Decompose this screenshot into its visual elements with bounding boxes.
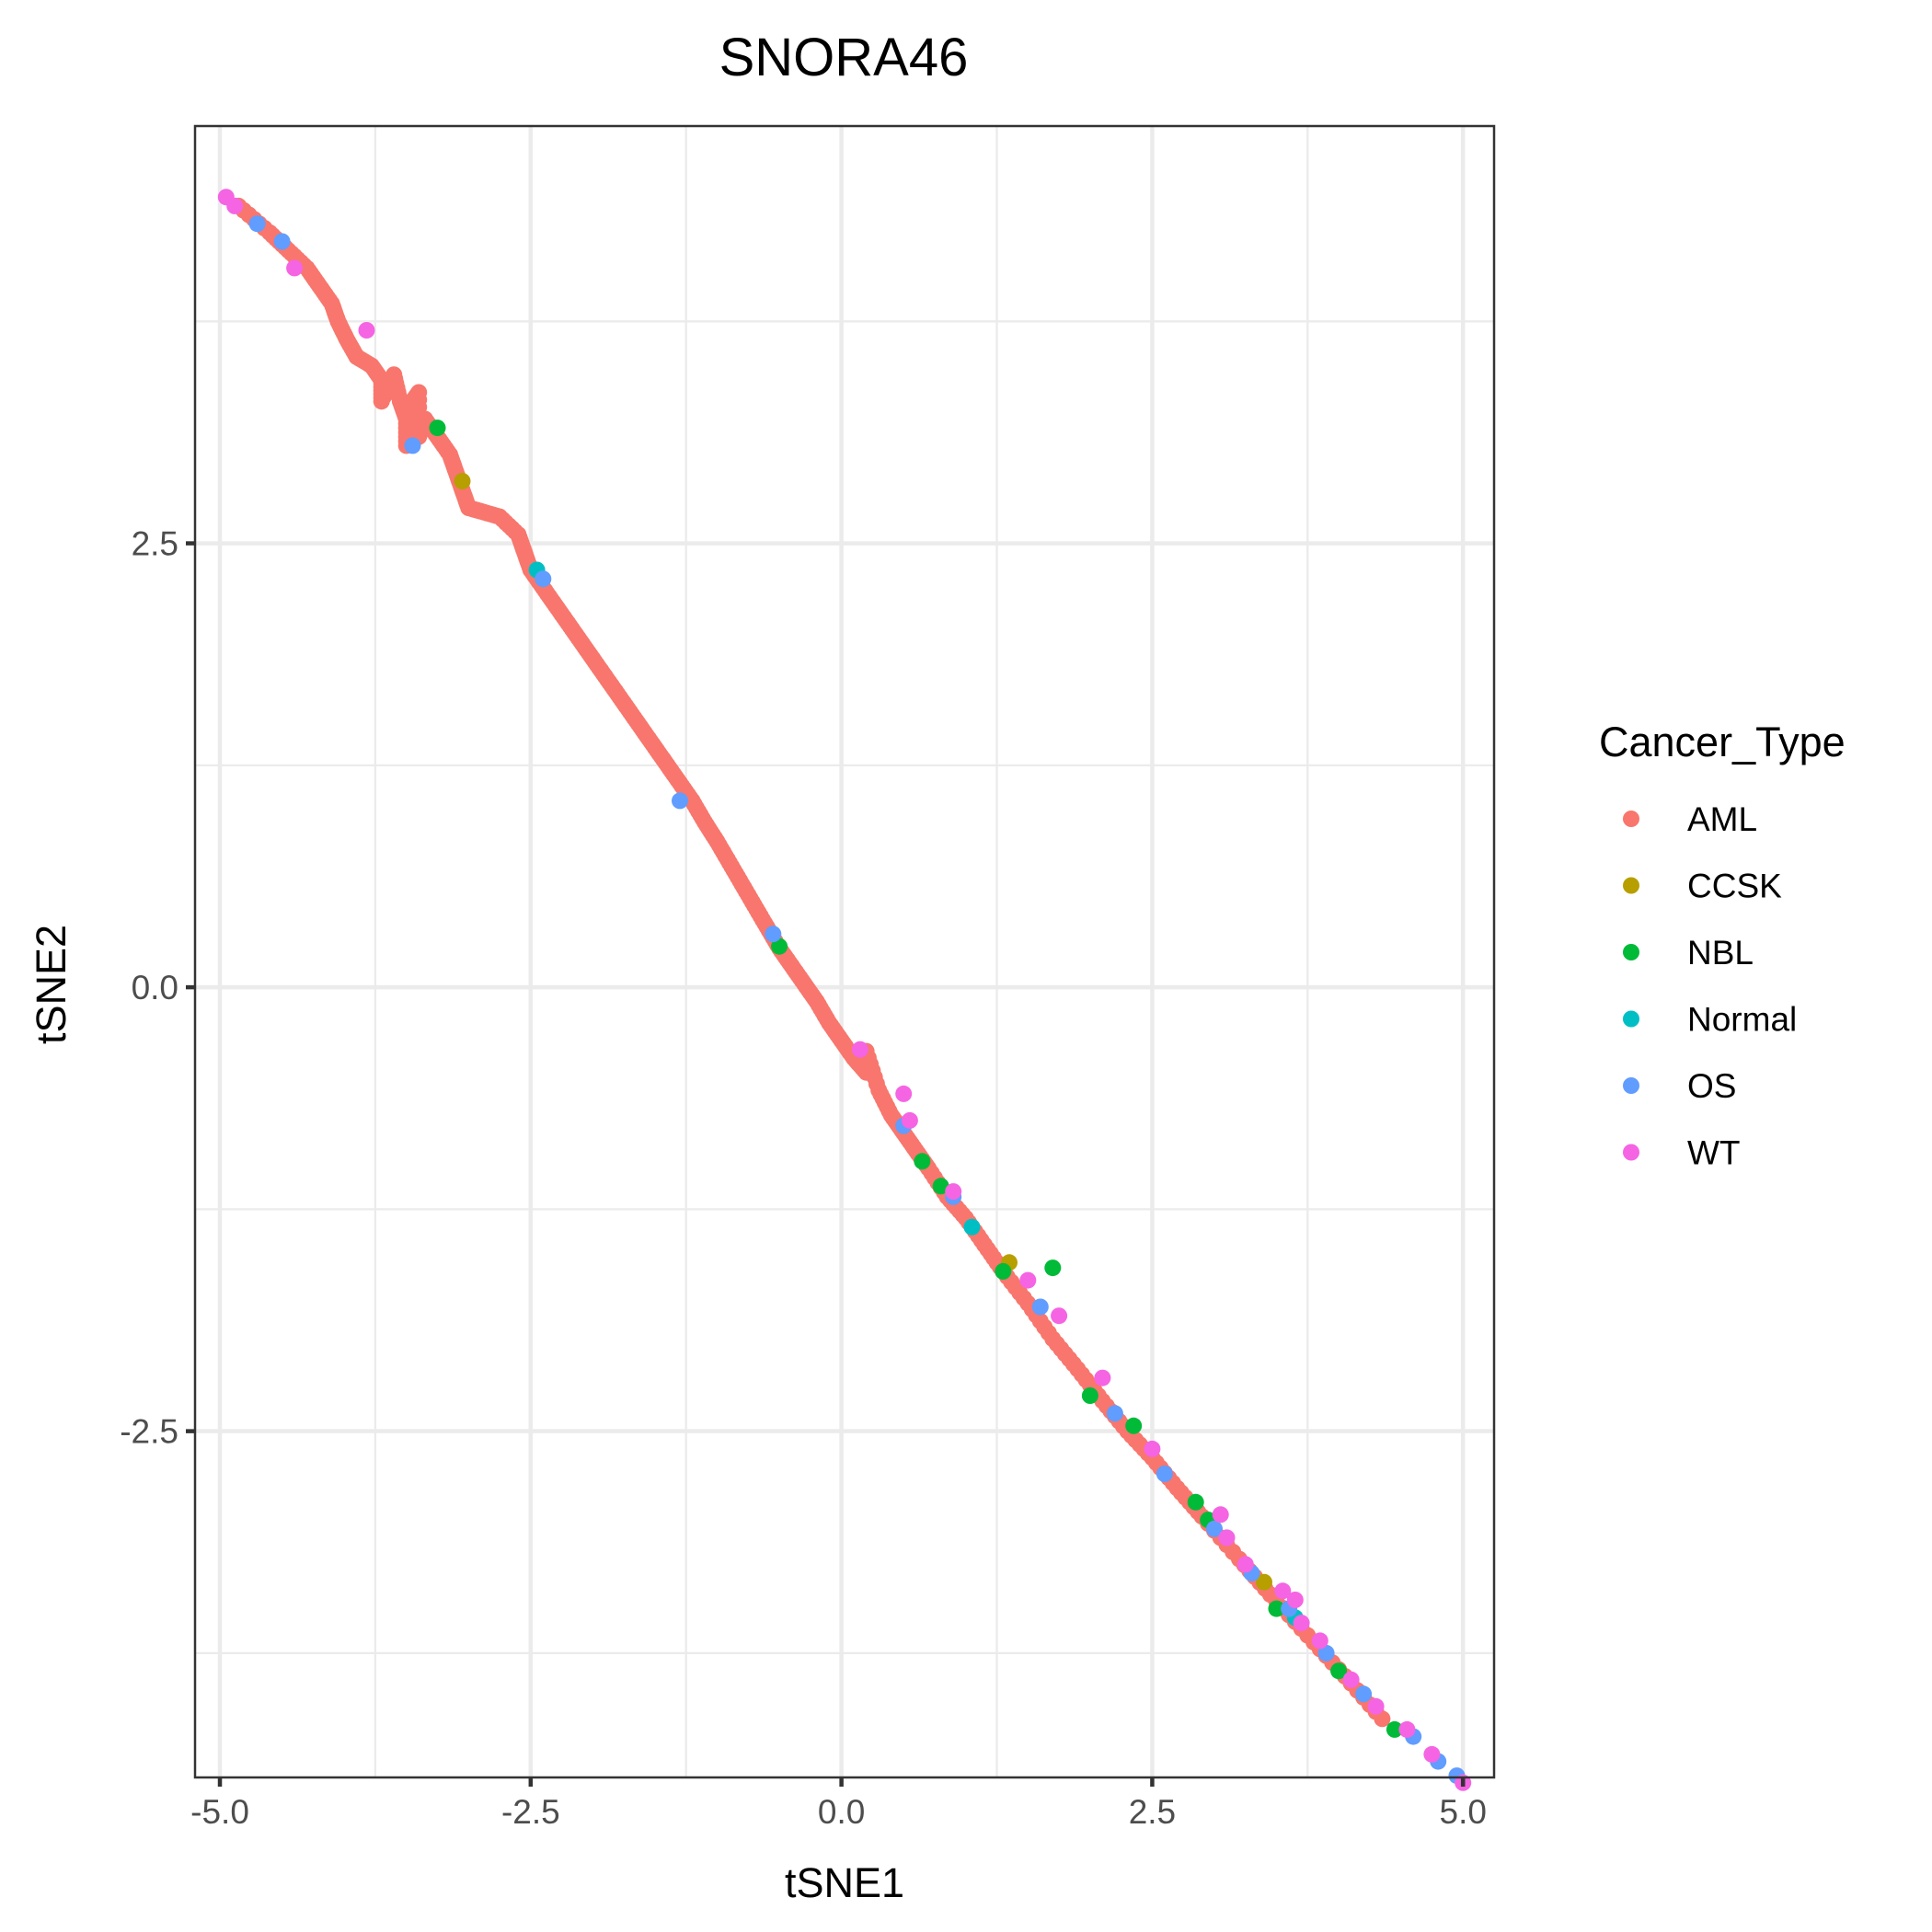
- x-tick-label: 2.5: [1129, 1793, 1176, 1831]
- series-wt: [217, 189, 1472, 1791]
- legend-item-ccsk: CCSK: [1623, 868, 1782, 905]
- chart-title: SNORA46: [719, 28, 969, 87]
- x-axis-title: tSNE1: [785, 1859, 904, 1906]
- data-point: [901, 1111, 918, 1129]
- data-point: [1156, 1466, 1173, 1482]
- y-tick-label: -2.5: [120, 1413, 178, 1451]
- legend-label: Normal: [1687, 1001, 1797, 1039]
- x-axis: -5.0 -2.5 0.0 2.5 5.0: [190, 1777, 1487, 1831]
- legend-item-os: OS: [1623, 1067, 1736, 1105]
- data-point: [226, 197, 244, 214]
- plot-panel: [193, 124, 1496, 1791]
- data-point: [1286, 1592, 1304, 1608]
- data-point: [1212, 1506, 1229, 1524]
- data-point: [1293, 1615, 1310, 1632]
- data-point: [995, 1262, 1012, 1280]
- x-tick-label: 0.0: [818, 1793, 865, 1831]
- data-point: [1218, 1529, 1236, 1547]
- data-point: [914, 1153, 931, 1170]
- data-point: [1398, 1720, 1416, 1738]
- data-point: [1094, 1369, 1111, 1386]
- legend-label: NBL: [1687, 934, 1754, 972]
- data-point: [1051, 1307, 1068, 1325]
- data-point: [1044, 1259, 1062, 1277]
- data-point: [1311, 1632, 1328, 1650]
- data-point: [535, 570, 552, 588]
- data-point: [454, 473, 471, 489]
- data-point: [1423, 1745, 1441, 1763]
- data-point: [1106, 1405, 1123, 1422]
- data-point: [248, 215, 266, 233]
- legend-item-aml: AML: [1623, 800, 1757, 838]
- data-point: [1081, 1387, 1098, 1404]
- data-point: [1367, 1697, 1385, 1715]
- legend-label: AML: [1687, 800, 1757, 838]
- legend-label: CCSK: [1687, 868, 1782, 905]
- data-point: [1125, 1417, 1143, 1434]
- y-tick-label: 2.5: [132, 525, 178, 563]
- legend-key: [1623, 944, 1639, 960]
- legend-label: OS: [1687, 1067, 1736, 1105]
- data-point: [1317, 1644, 1335, 1662]
- y-axis: 2.5 0.0 -2.5: [120, 525, 195, 1451]
- data-point: [1330, 1662, 1348, 1680]
- legend-item-normal: Normal: [1623, 1001, 1797, 1039]
- data-point: [895, 1085, 913, 1102]
- grid-lines: [195, 126, 1494, 1777]
- legend-key: [1623, 877, 1639, 894]
- data-point: [286, 259, 304, 277]
- data-point: [1274, 1582, 1292, 1600]
- legend: Cancer_Type AML CCSK NBL Normal OS WT: [1599, 719, 1846, 1172]
- legend-key: [1623, 1010, 1639, 1028]
- data-point: [273, 233, 291, 250]
- data-point: [1268, 1600, 1285, 1617]
- data-point: [1144, 1440, 1161, 1457]
- data-point: [1256, 1573, 1272, 1591]
- data-point: [1355, 1685, 1373, 1703]
- data-point: [429, 420, 446, 437]
- legend-key: [1623, 1077, 1639, 1094]
- data-point: [1206, 1520, 1223, 1537]
- legend-key: [1623, 1144, 1639, 1161]
- data-point: [1386, 1720, 1403, 1738]
- x-tick-label: 5.0: [1440, 1793, 1487, 1831]
- data-point: [1236, 1556, 1254, 1573]
- data-point: [672, 792, 688, 810]
- legend-label: WT: [1687, 1134, 1741, 1172]
- data-point: [771, 937, 788, 955]
- data-point: [1031, 1298, 1049, 1316]
- data-point: [358, 322, 375, 339]
- data-point: [851, 1041, 868, 1058]
- points-layer: [217, 189, 1472, 1791]
- data-point: [963, 1218, 981, 1236]
- y-axis-title: tSNE2: [28, 925, 75, 1044]
- data-point: [945, 1183, 962, 1201]
- data-point: [1342, 1671, 1360, 1688]
- legend-items: AML CCSK NBL Normal OS WT: [1623, 800, 1797, 1172]
- legend-item-wt: WT: [1623, 1134, 1741, 1172]
- panel-border: [193, 124, 1496, 1779]
- data-point: [1019, 1271, 1037, 1289]
- legend-title: Cancer_Type: [1599, 719, 1846, 765]
- legend-item-nbl: NBL: [1623, 934, 1754, 972]
- x-tick-label: -5.0: [190, 1793, 249, 1831]
- x-tick-label: -2.5: [501, 1793, 560, 1831]
- data-point: [932, 1178, 949, 1195]
- data-point: [765, 926, 782, 943]
- data-point: [1187, 1493, 1204, 1511]
- data-point: [404, 437, 421, 454]
- y-tick-label: 0.0: [132, 969, 178, 1006]
- legend-key: [1623, 811, 1639, 827]
- series-nbl: [429, 420, 1403, 1738]
- data-point: [1225, 1543, 1242, 1560]
